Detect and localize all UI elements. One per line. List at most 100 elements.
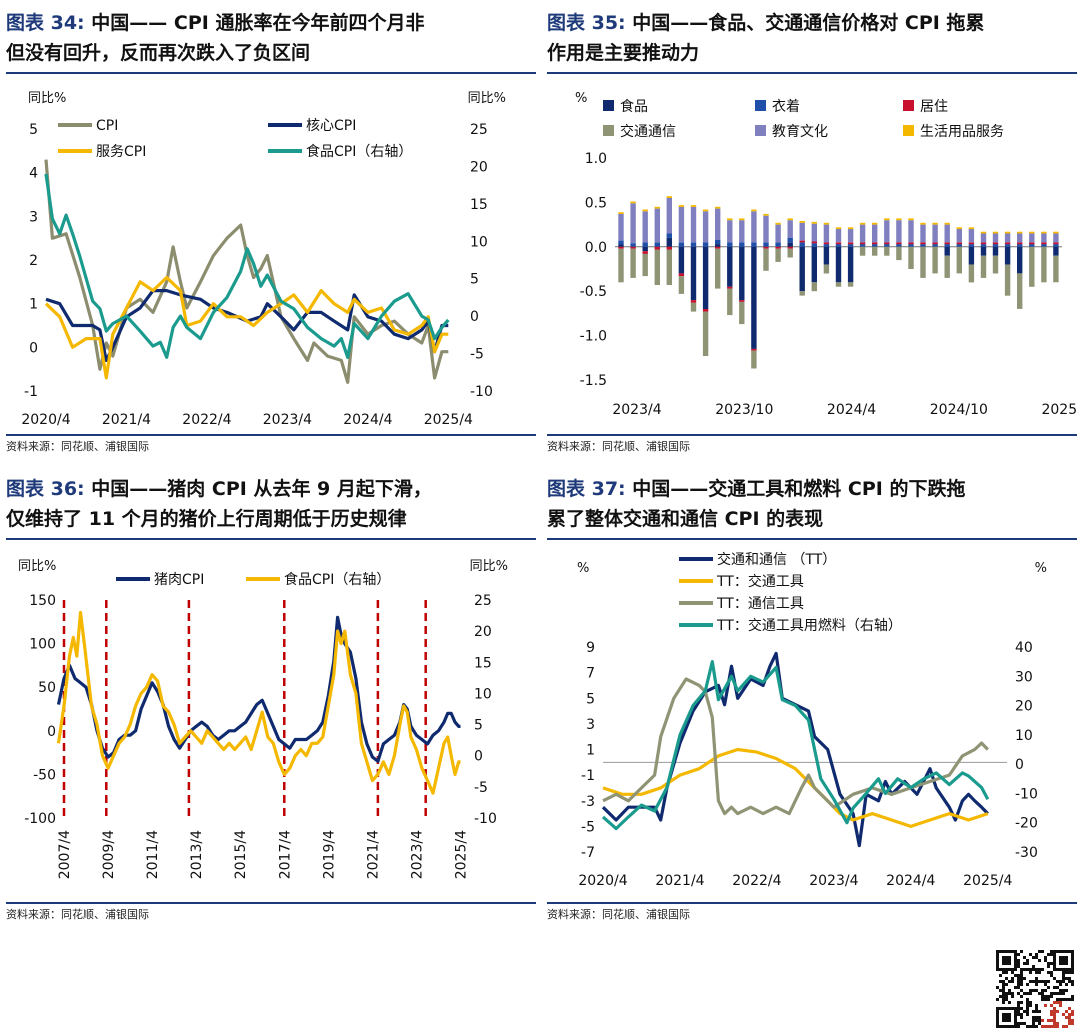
bar-segment xyxy=(618,212,624,214)
qr-module xyxy=(1062,998,1065,1001)
qr-module xyxy=(1044,956,1047,959)
qr-module xyxy=(1053,1025,1056,1028)
bar-segment xyxy=(751,348,757,351)
qr-module xyxy=(1026,962,1029,965)
bar-segment xyxy=(823,264,830,274)
x-tick-label: 2022/4 xyxy=(182,412,231,428)
qr-module xyxy=(1017,1010,1020,1013)
bar-segment xyxy=(847,282,854,287)
qr-module xyxy=(1017,977,1020,980)
qr-module xyxy=(1044,959,1047,962)
title-line-2: 仅维持了 11 个月的猪价上行周期低于历史规律 xyxy=(6,508,407,530)
qr-module xyxy=(1020,950,1023,953)
x-tick-label: 2017/4 xyxy=(277,830,293,879)
bar-segment xyxy=(847,246,854,283)
bar-segment xyxy=(835,229,842,243)
bar-segment xyxy=(654,242,660,247)
qr-module xyxy=(999,974,1002,977)
x-tick-label: 2021/4 xyxy=(365,830,381,879)
qr-module xyxy=(996,986,999,989)
qr-module xyxy=(1035,983,1038,986)
qr-module xyxy=(1014,974,1017,977)
qr-module xyxy=(1053,992,1056,995)
qr-module xyxy=(1065,983,1068,986)
bar-segment xyxy=(823,244,830,247)
qr-module xyxy=(1020,968,1023,971)
legend-swatch xyxy=(603,100,614,111)
bar-segment xyxy=(980,244,987,247)
qr-module xyxy=(1032,1022,1035,1025)
source-note: 资料来源：同花顺、浦银国际 xyxy=(6,908,149,921)
bar-segment xyxy=(690,302,697,312)
qr-module xyxy=(1038,968,1041,971)
qr-module xyxy=(1023,977,1026,980)
qr-module xyxy=(1050,974,1053,977)
bar-segment xyxy=(763,215,769,243)
bar-segment xyxy=(932,244,938,247)
qr-module xyxy=(1071,995,1074,998)
title-rule xyxy=(547,538,1077,540)
series-line xyxy=(601,660,990,831)
qr-module xyxy=(1053,1007,1056,1010)
bar-segment xyxy=(690,246,697,301)
bar-segment xyxy=(823,246,830,265)
bar-segment xyxy=(630,248,636,278)
qr-module xyxy=(1050,1004,1053,1007)
qr-module xyxy=(1056,980,1059,983)
bar-segment xyxy=(811,282,817,292)
qr-module xyxy=(1002,1001,1005,1004)
qr-module xyxy=(1059,1001,1062,1004)
qr-module xyxy=(1044,989,1047,992)
qr-module xyxy=(1017,983,1020,986)
x-tick-label: 2025/4 xyxy=(1041,402,1077,418)
qr-module xyxy=(1065,977,1068,980)
title-line-1: 中国——食品、交通通信价格对 CPI 拖累 xyxy=(625,12,985,34)
qr-module xyxy=(1020,1007,1023,1010)
bar-segment xyxy=(775,224,781,243)
y-tick-right: 10 xyxy=(1015,728,1033,744)
bar-segment xyxy=(654,208,660,243)
bar-segment xyxy=(654,246,660,250)
source-rule xyxy=(547,434,1077,436)
x-tick-label: 2020/4 xyxy=(21,412,70,428)
x-tick-label: 2021/4 xyxy=(655,873,704,889)
qr-module xyxy=(1056,1010,1059,1013)
qr-module xyxy=(1050,1025,1053,1028)
bar-segment xyxy=(1053,255,1059,283)
qr-module xyxy=(1071,983,1074,986)
bar-segment xyxy=(896,220,902,243)
title-line-1: 中国—— CPI 通胀率在今年前四个月非 xyxy=(84,12,425,34)
bar-segment xyxy=(727,288,733,316)
qr-module xyxy=(1038,950,1041,953)
bar-segment xyxy=(702,311,709,356)
source-note: 资料来源：同花顺、浦银国际 xyxy=(6,440,149,453)
qr-module xyxy=(1020,995,1023,998)
qr-module xyxy=(1056,998,1059,1001)
panel-title: 图表 34: 中国—— CPI 通胀率在今年前四个月非 但没有回升，反而再次跌入… xyxy=(6,8,536,68)
x-tick-label: 2019/4 xyxy=(321,830,337,879)
qr-module xyxy=(1023,1022,1026,1025)
bar-segment xyxy=(932,224,938,243)
qr-module xyxy=(1017,992,1020,995)
bar-segment xyxy=(956,242,962,245)
bar-segment xyxy=(787,242,793,247)
x-tick-label: 2011/4 xyxy=(145,830,161,879)
bar-segment xyxy=(872,242,878,245)
bar-segment xyxy=(739,242,745,247)
bar-segment xyxy=(1053,246,1059,256)
qr-module xyxy=(1056,1022,1059,1025)
qr-module xyxy=(1029,989,1032,992)
qr-module xyxy=(1059,980,1062,983)
y-tick-left: 1 xyxy=(586,743,595,759)
title-rule xyxy=(6,72,536,74)
qr-module xyxy=(1047,980,1050,983)
y-tick-right: 20 xyxy=(1015,699,1033,715)
bar-segment xyxy=(992,244,999,247)
qr-module xyxy=(1071,1013,1074,1016)
legend-label: TT：交通工具用燃料（右轴） xyxy=(716,617,902,634)
qr-module xyxy=(1008,980,1011,983)
qr-module xyxy=(1053,1010,1056,1013)
bar-segment xyxy=(932,242,938,245)
series-line xyxy=(602,677,989,816)
qr-module xyxy=(1050,971,1053,974)
